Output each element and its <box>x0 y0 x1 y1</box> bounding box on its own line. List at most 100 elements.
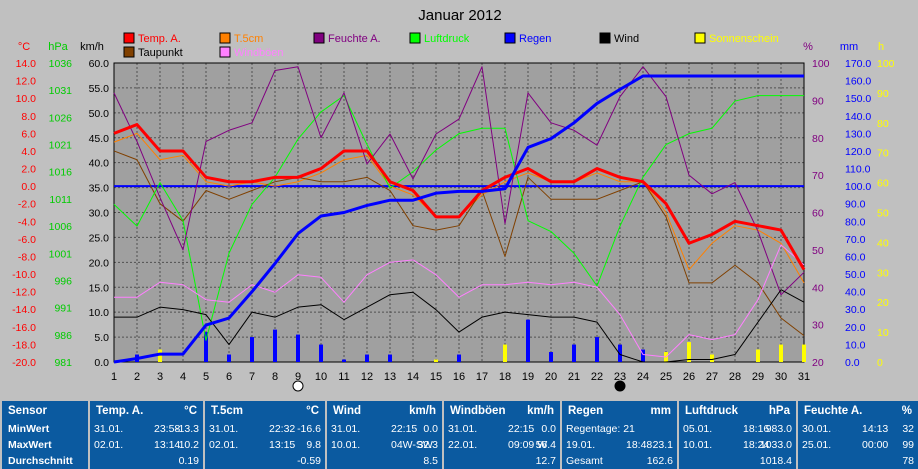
series-windb-en <box>114 244 805 358</box>
stats-panel: Luftdruck hPa 05.01. 18:16 983.0 10.01. 18:24 1… <box>677 401 796 469</box>
x-tick-label: 5 <box>203 371 209 383</box>
stats-row-label: MinWert <box>8 423 50 435</box>
bar-sunshine <box>687 342 691 362</box>
x-tick-label: 30 <box>775 371 787 383</box>
stats-row: 78 <box>798 453 918 469</box>
rain-tick-label: 120.0 <box>845 146 871 158</box>
wind-axis-label: km/h <box>80 41 104 53</box>
stats-panel: T.5cm °C 31.01. 22:32 -16.6 02.01. 13:15 9.8 -0.… <box>203 401 325 469</box>
stats-cell-value: 12.7 <box>535 455 556 467</box>
x-tick-label: 27 <box>706 371 718 383</box>
rain-tick-label: 70.0 <box>845 234 866 246</box>
series-wind <box>114 289 805 363</box>
stats-cell-time: 14:13 <box>862 423 889 435</box>
stats-cell-date: Regentage: 21 <box>566 423 635 435</box>
stats-row: 31.01. 23:58 -13.3 <box>90 421 203 437</box>
rain-tick-label: 60.0 <box>845 251 866 263</box>
legend-label: Temp. A. <box>138 33 181 45</box>
stats-panel-title: Feuchte A.% <box>798 401 918 421</box>
sun-tick-label: 10 <box>877 327 889 339</box>
grid <box>113 62 805 363</box>
stats-row: 30.01. 14:13 32 <box>798 421 918 437</box>
sun-tick-label: 60 <box>877 178 889 190</box>
stats-cell-date: 22.01. <box>448 439 478 451</box>
stats-panel-unit: hPa <box>768 405 790 417</box>
x-tick-label: 6 <box>226 371 232 383</box>
legend-label: Feuchte A. <box>328 33 381 45</box>
x-tick-label: 1 <box>111 371 117 383</box>
stats-panel-title-text: Windböen <box>450 405 506 417</box>
temp-tick-label: 12.0 <box>16 76 37 88</box>
rain-tick-label: 140.0 <box>845 111 871 123</box>
stats-labels-panel: Sensor MinWert MaxWert Durchschnitt <box>0 401 88 469</box>
stats-row: 31.01. 22:15 0.0 <box>444 421 560 437</box>
pressure-tick-label: 1011 <box>49 194 72 206</box>
pressure-tick-label: 1016 <box>49 167 73 179</box>
x-tick-label: 16 <box>453 371 465 383</box>
stats-cell-time: 22:15 <box>508 423 535 435</box>
stats-panel-unit: °C <box>184 405 197 417</box>
stats-cell-date: Gesamt <box>566 455 603 467</box>
stats-cell-value: 1018.4 <box>759 455 792 467</box>
legend-label: T.5cm <box>234 33 263 45</box>
humidity-tick-label: 60 <box>812 208 824 220</box>
bar-rain <box>572 344 576 362</box>
stats-cell-value: 56.4 <box>535 439 556 451</box>
x-tick-label: 13 <box>384 371 396 383</box>
temp-tick-label: 0.0 <box>21 181 36 193</box>
wind-tick-label: 30.0 <box>89 208 110 220</box>
rain-tick-label: 110.0 <box>845 164 871 176</box>
full-moon-icon <box>292 380 304 392</box>
stats-cell-time: 13:14 <box>154 439 181 451</box>
legend-swatch <box>599 32 611 44</box>
rain-tick-label: 30.0 <box>845 304 866 316</box>
bar-rain <box>618 344 622 362</box>
temp-tick-label: -14.0 <box>12 304 36 316</box>
stats-row: Regentage: 21 <box>562 421 677 437</box>
stats-panel-title: Luftdruck hPa <box>679 401 796 421</box>
stats-panel-title: Temp. A. °C <box>90 401 203 421</box>
stats-row-label: MaxWert <box>8 439 52 451</box>
temp-tick-label: -12.0 <box>12 287 36 299</box>
stats-row: 31.01. 22:15 0.0 <box>327 421 442 437</box>
bar-rain <box>273 329 277 362</box>
x-tick-label: 3 <box>157 371 163 383</box>
stats-panel-title-text: Regen <box>568 405 604 417</box>
x-tick-label: 20 <box>545 371 557 383</box>
humidity-tick-label: 100 <box>812 58 830 70</box>
stats-cell-value: 8.5 <box>423 455 438 467</box>
bar-rain <box>365 354 369 362</box>
wind-tick-label: 60.0 <box>89 58 110 70</box>
stats-cell-value: 0.0 <box>541 423 556 435</box>
stats-row: 02.01. 13:14 10.2 <box>90 437 203 453</box>
bar-rain <box>457 354 461 362</box>
bar-sunshine <box>158 349 162 362</box>
legend-label: Windböen <box>234 47 284 59</box>
stats-panel-unit: °C <box>306 405 319 417</box>
stats-panel-title-text: Temp. A. <box>96 405 144 417</box>
stats-panel-unit: % <box>901 405 912 417</box>
x-tick-label: 22 <box>591 371 603 383</box>
stats-panel-title-text: Feuchte A. <box>804 405 863 417</box>
sun-tick-label: 70 <box>877 148 889 160</box>
wind-tick-label: 0.0 <box>94 357 109 369</box>
humidity-tick-label: 70 <box>812 170 824 182</box>
new-moon-icon <box>614 380 626 392</box>
stats-row: 12.7 <box>444 453 560 469</box>
x-tick-label: 18 <box>499 371 511 383</box>
pressure-tick-label: 1001 <box>49 248 73 260</box>
stats-cell-time: 04W-SW <box>391 439 433 451</box>
temp-tick-label: -8.0 <box>18 251 36 263</box>
bar-rain <box>526 319 530 362</box>
stats-cell-value: -13.3 <box>175 423 199 435</box>
wind-tick-label: 35.0 <box>89 183 110 195</box>
rain-axis-label: mm <box>840 41 858 53</box>
rain-tick-label: 150.0 <box>845 93 871 105</box>
temp-tick-label: -10.0 <box>12 269 36 281</box>
stats-row: 8.5 <box>327 453 442 469</box>
pressure-tick-label: 986 <box>54 330 72 342</box>
bar-sunshine <box>779 344 783 362</box>
bar-sunshine <box>434 359 438 362</box>
x-tick-label: 31 <box>798 371 810 383</box>
